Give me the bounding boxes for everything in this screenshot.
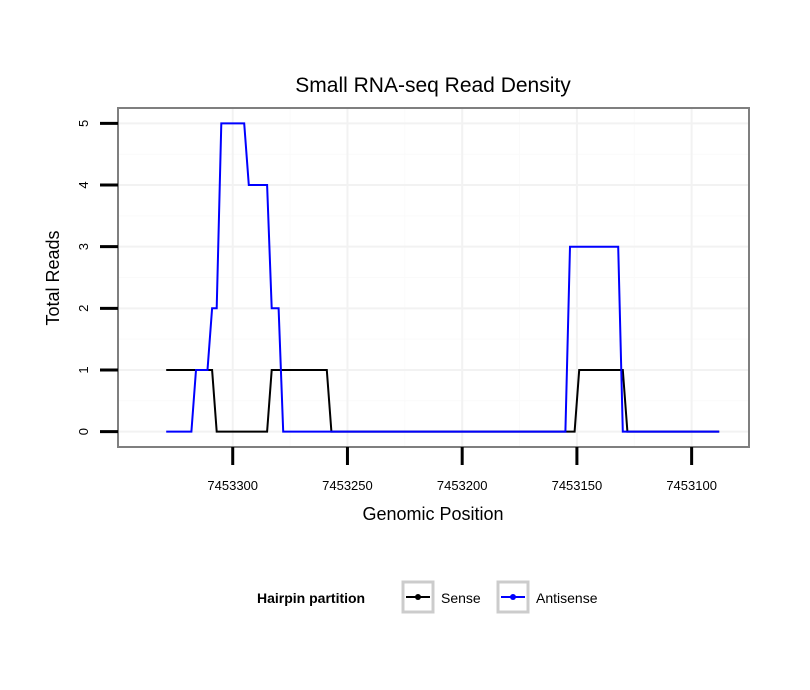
x-tick-label: 7453100 [666,478,717,493]
series-line-sense [166,369,720,433]
y-tick-label: 4 [76,181,91,188]
x-tick-label: 7453300 [207,478,258,493]
legend: Hairpin partition Sense Antisense [257,580,598,614]
legend-title: Hairpin partition [257,590,365,606]
series-line-antisense [166,122,720,433]
y-tick-label: 0 [76,428,91,435]
y-axis-title: Total Reads [43,230,63,325]
y-tick-label: 3 [76,243,91,250]
legend-label-sense: Sense [441,590,481,606]
chart-title: Small RNA-seq Read Density [295,74,571,97]
x-tick-label: 7453250 [322,478,373,493]
legend-key-antisense-dot [510,594,516,600]
legend-label-antisense: Antisense [536,590,598,606]
x-tick-label: 7453150 [552,478,603,493]
y-tick-label: 2 [76,305,91,312]
y-axis: 0 1 2 3 4 5 [76,120,118,435]
grid-minor [118,108,749,447]
plot-border [117,107,750,448]
y-tick-label: 1 [76,366,91,373]
series-layer [166,122,720,433]
x-tick-label: 7453200 [437,478,488,493]
y-tick-label: 5 [76,120,91,127]
x-axis-title: Genomic Position [362,504,503,524]
x-axis: 7453300 7453250 7453200 7453150 7453100 [207,447,717,493]
legend-key-sense-dot [415,594,421,600]
